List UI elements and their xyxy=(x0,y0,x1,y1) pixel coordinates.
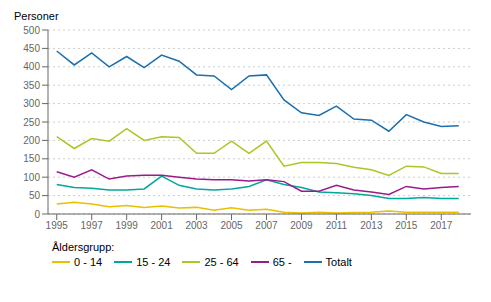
html-text:65 -: 65 - xyxy=(272,256,292,268)
svg-text:250: 250 xyxy=(23,117,40,128)
svg-text:500: 500 xyxy=(23,25,40,36)
svg-text:1999: 1999 xyxy=(116,220,139,231)
svg-text:2007: 2007 xyxy=(255,220,278,231)
svg-text:200: 200 xyxy=(23,135,40,146)
html-text:Personer: Personer xyxy=(14,10,59,22)
svg-text:350: 350 xyxy=(23,80,40,91)
svg-text:2001: 2001 xyxy=(150,220,173,231)
svg-text:2009: 2009 xyxy=(290,220,313,231)
svg-text:300: 300 xyxy=(23,98,40,109)
svg-text:100: 100 xyxy=(23,172,40,183)
html-text:15 - 24: 15 - 24 xyxy=(136,256,171,268)
svg-text:0: 0 xyxy=(34,209,40,220)
html-text:25 - 64: 25 - 64 xyxy=(204,256,239,268)
html-text:Totalt: Totalt xyxy=(325,256,352,268)
svg-text:1995: 1995 xyxy=(46,220,69,231)
svg-text:450: 450 xyxy=(23,43,40,54)
html-text:0 - 14: 0 - 14 xyxy=(74,256,103,268)
svg-text:50: 50 xyxy=(29,190,41,201)
svg-text:2015: 2015 xyxy=(395,220,418,231)
svg-text:400: 400 xyxy=(23,61,40,72)
html-text:Åldersgrupp:: Åldersgrupp: xyxy=(52,241,115,253)
svg-text:2005: 2005 xyxy=(220,220,243,231)
svg-text:2003: 2003 xyxy=(185,220,208,231)
svg-text:2011: 2011 xyxy=(326,220,348,231)
svg-text:1997: 1997 xyxy=(81,220,104,231)
svg-text:2017: 2017 xyxy=(430,220,453,231)
svg-text:2013: 2013 xyxy=(360,220,383,231)
svg-text:150: 150 xyxy=(23,153,40,164)
